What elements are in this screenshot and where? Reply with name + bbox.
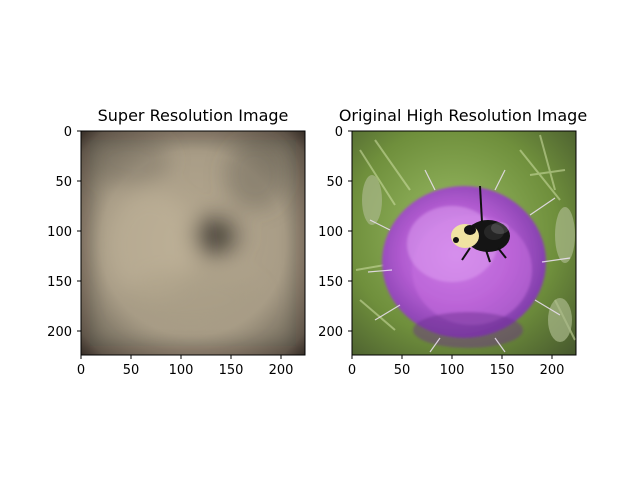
right-xtick-50: 50 (394, 363, 411, 378)
right-x-ticks: 0 50 100 150 200 (348, 355, 565, 378)
right-ytick-0: 0 (335, 125, 343, 140)
right-xtick-0: 0 (348, 363, 356, 378)
left-ytick-100: 100 (47, 225, 72, 240)
right-ytick-100: 100 (318, 225, 343, 240)
super-resolution-image (81, 131, 305, 355)
left-xtick-100: 100 (169, 363, 194, 378)
right-xtick-150: 150 (490, 363, 515, 378)
right-title: Original High Resolution Image (339, 106, 587, 125)
left-x-ticks: 0 50 100 150 200 (77, 355, 294, 378)
right-y-ticks: 0 50 100 150 200 (318, 125, 352, 340)
left-ytick-50: 50 (55, 175, 72, 190)
right-ytick-150: 150 (318, 275, 343, 290)
left-ytick-150: 150 (47, 275, 72, 290)
left-ytick-0: 0 (64, 125, 72, 140)
left-xtick-0: 0 (77, 363, 85, 378)
left-panel: Super Resolution Image 0 50 100 150 200 (47, 106, 305, 378)
high-resolution-image (352, 131, 576, 355)
left-xtick-150: 150 (219, 363, 244, 378)
left-y-ticks: 0 50 100 150 200 (47, 125, 81, 340)
right-xtick-100: 100 (440, 363, 465, 378)
left-xtick-50: 50 (123, 363, 140, 378)
right-xtick-200: 200 (540, 363, 565, 378)
left-title: Super Resolution Image (98, 106, 289, 125)
right-ytick-50: 50 (326, 175, 343, 190)
left-ytick-200: 200 (47, 325, 72, 340)
right-ytick-200: 200 (318, 325, 343, 340)
left-xtick-200: 200 (269, 363, 294, 378)
right-panel: Original High Resolution Image (318, 106, 587, 378)
